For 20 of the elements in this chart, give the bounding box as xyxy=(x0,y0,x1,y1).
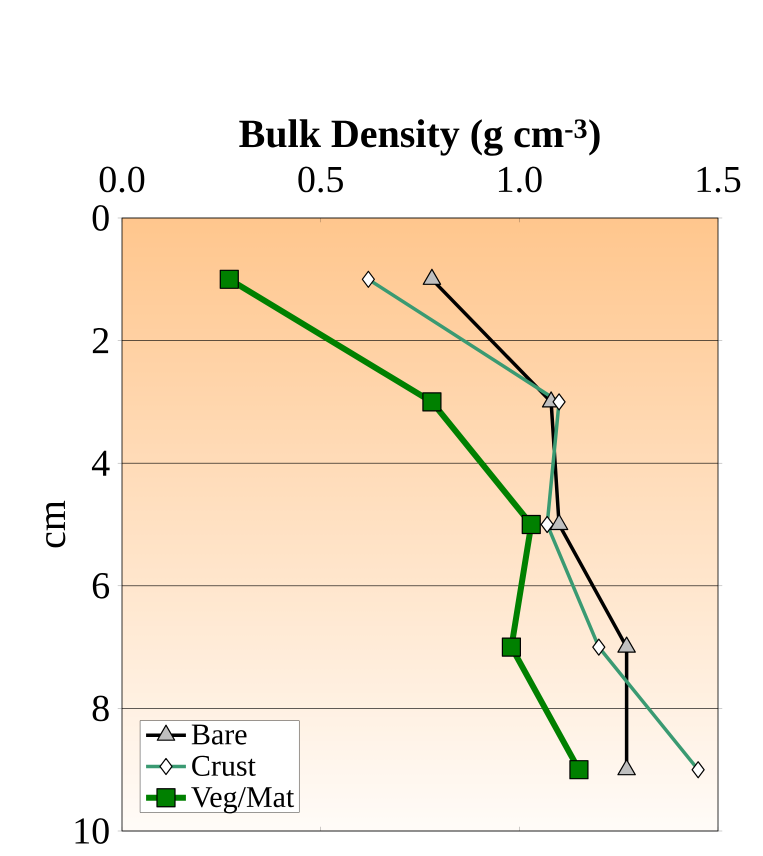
point xyxy=(522,514,541,534)
y-axis-title: cm xyxy=(46,500,66,548)
point xyxy=(502,638,521,657)
y-tick-label: 2 xyxy=(92,328,108,354)
x-axis-title: Bulk Density (g cm$^{-3}$) xyxy=(239,119,600,156)
x-tick-label: 0.5 xyxy=(298,166,343,192)
x-tick-label: 1.0 xyxy=(498,166,542,192)
y-tick-label: 4 xyxy=(92,450,110,476)
y-tick-label: 10 xyxy=(76,818,109,844)
point xyxy=(422,392,442,412)
legend-label: Bare xyxy=(192,724,247,745)
y-tick-label: 0 xyxy=(92,205,109,231)
x-tick-label: 1.5 xyxy=(698,166,740,192)
legend-label: Crust xyxy=(192,756,256,776)
y-tick-label: 6 xyxy=(92,573,110,599)
legend-label: Veg/Mat xyxy=(191,787,294,814)
point xyxy=(569,760,589,780)
x-tick-label: 0.0 xyxy=(100,166,144,192)
y-tick-label: 8 xyxy=(92,696,109,722)
point xyxy=(220,270,239,289)
